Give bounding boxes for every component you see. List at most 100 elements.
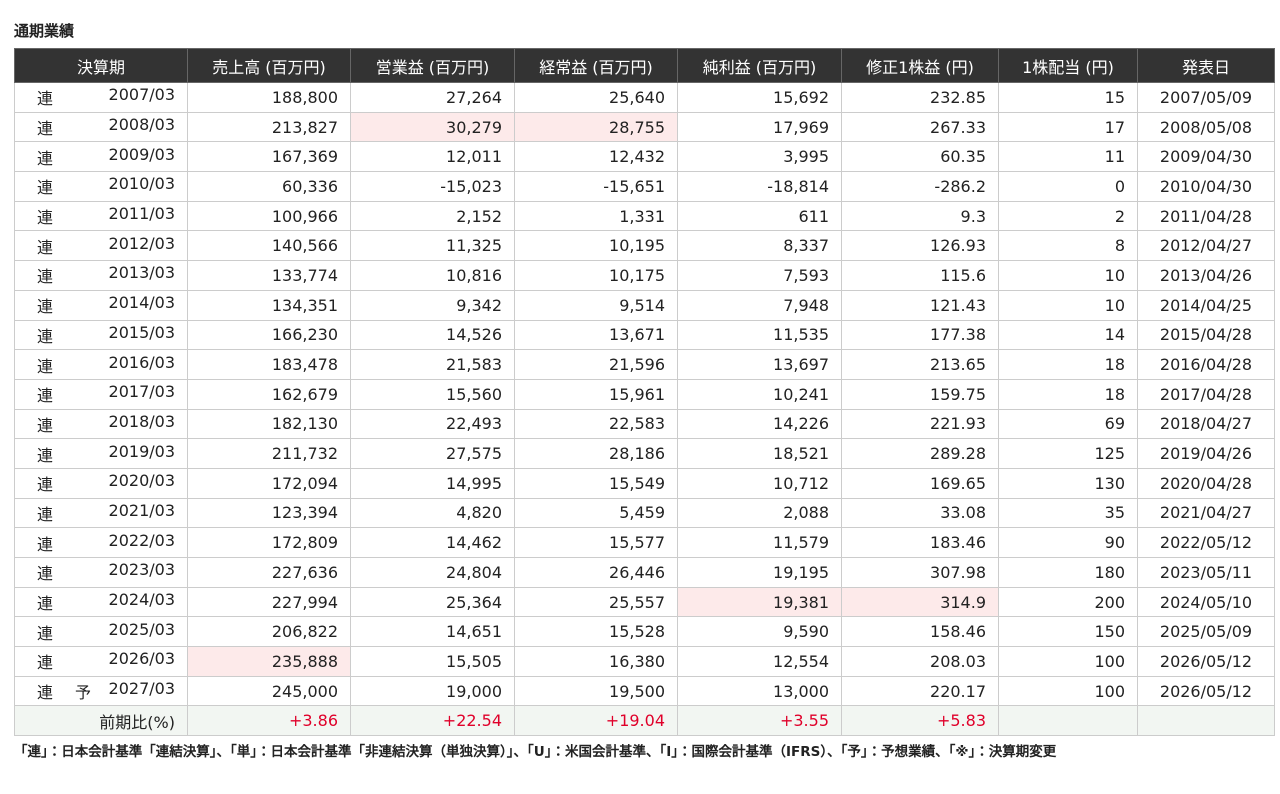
cell: 35 [998, 497, 1138, 529]
cell: 14,462 [350, 527, 515, 558]
cell: 25,364 [350, 586, 515, 618]
cell: 2 [998, 200, 1138, 232]
kind: 連 [37, 415, 54, 435]
period-cell: 連 2013/03 [14, 260, 188, 291]
cell: 3,995 [677, 141, 842, 173]
kind: 連 [37, 564, 54, 584]
cell: 123,394 [187, 497, 351, 529]
period: 2007/03 [108, 85, 175, 105]
cell: 14,651 [350, 616, 515, 648]
cell: 14 [998, 319, 1138, 351]
kind: 連 [37, 683, 54, 703]
cell: 10,175 [514, 260, 678, 291]
cell: 180 [998, 557, 1138, 588]
period: 2023/03 [108, 560, 175, 580]
cell: 11 [998, 141, 1138, 173]
kind: 連 [37, 534, 54, 554]
cell: 18 [998, 378, 1138, 410]
cell: 158.46 [841, 616, 999, 648]
cell: 15,692 [677, 82, 842, 113]
period: 2027/03 [108, 679, 175, 699]
cell: 2026/05/12 [1137, 675, 1275, 707]
cell: 314.9 [841, 586, 999, 618]
cell: 9.3 [841, 200, 999, 232]
cell: 220.17 [841, 675, 999, 707]
cell: 235,888 [187, 646, 351, 677]
period: 2009/03 [108, 144, 175, 164]
data-row: 連 2023/03 227,636 24,804 26,446 19,195 307.98 1… [14, 557, 1275, 588]
cell: 2022/05/12 [1137, 527, 1275, 558]
cell: 182,130 [187, 408, 351, 440]
period-cell: 連 2023/03 [14, 557, 188, 588]
kind: 連 [37, 504, 54, 524]
kind: 連 [37, 148, 54, 168]
cell: 183,478 [187, 349, 351, 380]
kind: 連 [37, 326, 54, 346]
cell: 2021/04/27 [1137, 497, 1275, 529]
cell: 167,369 [187, 141, 351, 173]
cell: 2007/05/09 [1137, 82, 1275, 113]
cell: 11,325 [350, 230, 515, 262]
period-cell: 連 2007/03 [14, 82, 188, 113]
cell: 213.65 [841, 349, 999, 380]
cell: 8,337 [677, 230, 842, 262]
cell: 183.46 [841, 527, 999, 558]
data-row: 連 2008/03 213,827 30,279 28,755 17,969 267.33 1… [14, 111, 1275, 143]
cell: 13,697 [677, 349, 842, 380]
cell: 16,380 [514, 646, 678, 677]
cell: 25,557 [514, 586, 678, 618]
period: 2016/03 [108, 352, 175, 372]
change-label: 前期比(%) [14, 705, 188, 737]
cell: 208.03 [841, 646, 999, 677]
cell: 4,820 [350, 497, 515, 529]
data-row: 連 2011/03 100,966 2,152 1,331 611 9.3 2 2011/04/… [14, 200, 1275, 232]
cell: 2016/04/28 [1137, 349, 1275, 380]
data-row: 連 2009/03 167,369 12,011 12,432 3,995 60.35 11 2… [14, 141, 1275, 173]
cell: 15,549 [514, 467, 678, 499]
cell: 12,011 [350, 141, 515, 173]
kind: 連 [37, 208, 54, 228]
kind: 連 [37, 386, 54, 406]
period-cell: 連 2024/03 [14, 586, 188, 618]
empty-cell [1137, 705, 1275, 737]
cell: 90 [998, 527, 1138, 558]
cell: 13,000 [677, 675, 842, 707]
data-row: 連 2018/03 182,130 22,493 22,583 14,226 221.93 6… [14, 408, 1275, 440]
empty-cell [998, 705, 1138, 737]
kind: 連 [37, 267, 54, 287]
cell: 169.65 [841, 467, 999, 499]
cell: 13,671 [514, 319, 678, 351]
change-row: 前期比(%) +3.86 +22.54 +19.04 +3.55 +5.83 [14, 705, 1275, 737]
kind: 連 [37, 178, 54, 198]
cell: 19,000 [350, 675, 515, 707]
cell: 221.93 [841, 408, 999, 440]
cell: 17,969 [677, 111, 842, 143]
cell: 159.75 [841, 378, 999, 410]
cell: -15,651 [514, 171, 678, 202]
cell: 12,432 [514, 141, 678, 173]
cell: 2012/04/27 [1137, 230, 1275, 262]
data-row: 連 2012/03 140,566 11,325 10,195 8,337 126.93 8 2… [14, 230, 1275, 262]
cell: 28,755 [514, 111, 678, 143]
cell: 2017/04/28 [1137, 378, 1275, 410]
period-cell: 連 2022/03 [14, 527, 188, 558]
cell: 2014/04/25 [1137, 289, 1275, 321]
cell: 21,596 [514, 349, 678, 380]
cell: 2024/05/10 [1137, 586, 1275, 618]
cell: 2018/04/27 [1137, 408, 1275, 440]
cell: 9,514 [514, 289, 678, 321]
cell: 2015/04/28 [1137, 319, 1275, 351]
period: 2012/03 [108, 233, 175, 253]
cell: 9,342 [350, 289, 515, 321]
kind: 連 [37, 594, 54, 614]
cell: 0 [998, 171, 1138, 202]
period-cell: 連 2020/03 [14, 467, 188, 499]
results-table: 決算期 売上高 (百万円) 営業益 (百万円) 経常益 (百万円) 純利益 (百万円) 修… [14, 48, 1275, 737]
kind: 連 [37, 119, 54, 139]
cell: 172,809 [187, 527, 351, 558]
period: 2011/03 [108, 204, 175, 224]
cell: 14,526 [350, 319, 515, 351]
period: 2013/03 [108, 263, 175, 283]
cell: 15,577 [514, 527, 678, 558]
cell: 10,712 [677, 467, 842, 499]
